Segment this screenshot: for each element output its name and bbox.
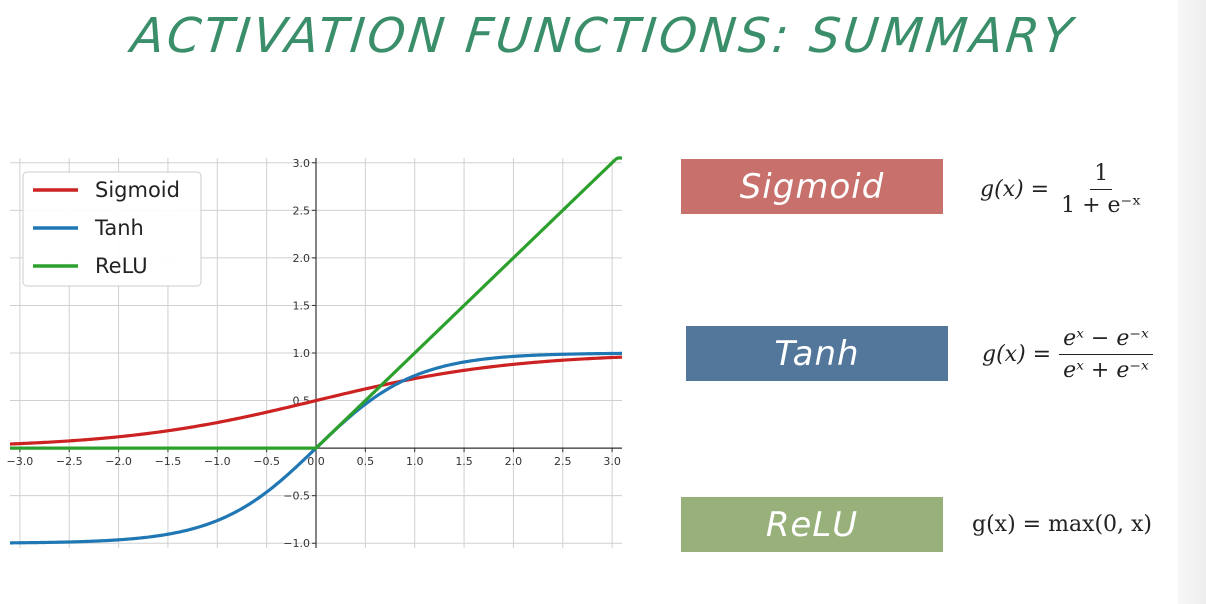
- series-line-relu: [10, 156, 622, 450]
- x-tick-label-4: −1.0: [204, 455, 231, 468]
- chart-legend: Sigmoid Tanh ReLU: [22, 171, 202, 287]
- sigmoid-denominator: 1 + e⁻ˣ: [1061, 192, 1142, 218]
- y-tick-label-6: 2.0: [293, 252, 311, 265]
- legend-label-relu: ReLU: [95, 254, 148, 278]
- tanh-fraction: eˣ − e⁻ˣ eˣ + e⁻ˣ: [1059, 326, 1153, 383]
- y-tick-label-8: 3.0: [293, 157, 311, 170]
- tanh-formula: g(x) = eˣ − e⁻ˣ eˣ + e⁻ˣ: [982, 318, 1153, 390]
- x-tick-label-9: 1.5: [455, 455, 473, 468]
- x-tick-label-0: −3.0: [7, 455, 34, 468]
- y-tick-label-5: 1.5: [293, 299, 311, 312]
- sigmoid-numerator: 1: [1090, 161, 1113, 190]
- relu-label-box: ReLU: [681, 497, 943, 552]
- x-tick-label-8: 1.0: [406, 455, 424, 468]
- sigmoid-fraction: 1 1 + e⁻ˣ: [1057, 161, 1145, 218]
- tanh-denominator: eˣ + e⁻ˣ: [1063, 357, 1149, 383]
- sigmoid-formula-lhs: g(x) =: [980, 176, 1050, 202]
- y-tick-label-1: −0.5: [283, 490, 310, 503]
- chart-ticks: −3.0 −2.5 −2.0 −1.5 −1.0 −0.5 0.0 0.5 1.0 1.5 2.0 2…: [7, 157, 621, 550]
- x-tick-label-12: 3.0: [603, 455, 621, 468]
- y-tick-label-0: −1.0: [283, 537, 310, 550]
- x-tick-label-1: −2.5: [56, 455, 83, 468]
- tanh-formula-lhs: g(x) =: [982, 341, 1052, 367]
- legend-label-sigmoid: Sigmoid: [95, 178, 180, 202]
- relu-label: ReLU: [765, 504, 859, 545]
- x-tick-label-6: 0.0: [307, 455, 325, 468]
- y-tick-label-7: 2.5: [293, 204, 311, 217]
- relu-formula-text: g(x) = max(0, x): [972, 511, 1153, 537]
- sigmoid-formula: g(x) = 1 1 + e⁻ˣ: [980, 154, 1145, 224]
- x-tick-label-2: −2.0: [105, 455, 132, 468]
- x-tick-label-11: 2.5: [554, 455, 572, 468]
- tanh-numerator: eˣ − e⁻ˣ: [1059, 326, 1153, 355]
- tanh-label: Tanh: [774, 333, 860, 374]
- series-line-sigmoid: [9, 355, 623, 446]
- right-edge-strip: [1178, 0, 1206, 604]
- relu-formula: g(x) = max(0, x): [972, 504, 1152, 544]
- slide-title: ACTIVATION FUNCTIONS: SUMMARY: [128, 8, 1078, 64]
- x-tick-label-5: −0.5: [253, 455, 280, 468]
- x-tick-label-10: 2.0: [505, 455, 523, 468]
- tanh-label-box: Tanh: [686, 326, 948, 381]
- x-tick-label-7: 0.5: [357, 455, 375, 468]
- sigmoid-label-box: Sigmoid: [681, 159, 943, 214]
- legend-box: [22, 171, 202, 287]
- chart-series: [9, 156, 623, 545]
- x-tick-label-3: −1.5: [155, 455, 182, 468]
- y-tick-label-4: 1.0: [293, 347, 311, 360]
- activation-chart: −3.0 −2.5 −2.0 −1.5 −1.0 −0.5 0.0 0.5 1.0 1.5 2.0 2…: [7, 156, 623, 550]
- sigmoid-label: Sigmoid: [739, 166, 885, 207]
- legend-label-tanh: Tanh: [94, 216, 144, 240]
